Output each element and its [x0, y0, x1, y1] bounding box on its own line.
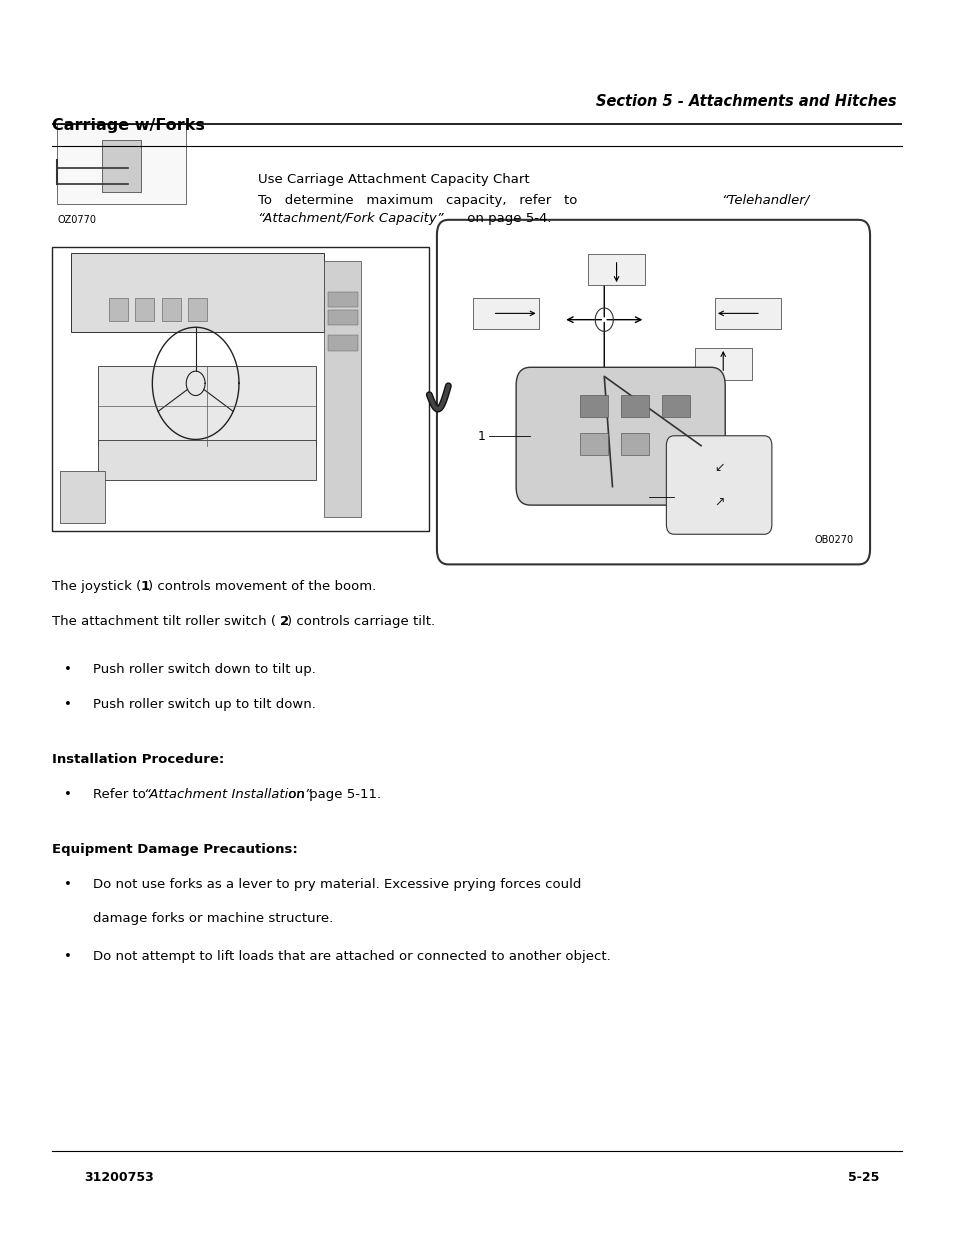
- Text: •: •: [65, 878, 72, 890]
- Text: Use Carriage Attachment Capacity Chart: Use Carriage Attachment Capacity Chart: [257, 173, 529, 186]
- Text: Carriage w/Forks: Carriage w/Forks: [52, 119, 205, 133]
- Text: 31200753: 31200753: [84, 1171, 154, 1184]
- Text: OB0270: OB0270: [814, 535, 853, 545]
- Text: Equipment Damage Precautions:: Equipment Damage Precautions:: [52, 844, 298, 856]
- Text: The joystick (: The joystick (: [52, 580, 142, 594]
- Bar: [715, 298, 780, 329]
- Bar: [97, 367, 316, 446]
- Bar: [620, 395, 649, 417]
- Text: 5-25: 5-25: [847, 1171, 878, 1184]
- Text: To   determine   maximum   capacity,   refer   to: To determine maximum capacity, refer to: [257, 194, 577, 207]
- Text: The attachment tilt roller switch (: The attachment tilt roller switch (: [52, 615, 276, 629]
- Text: Section 5 - Attachments and Hitches: Section 5 - Attachments and Hitches: [596, 94, 896, 109]
- Bar: [473, 298, 538, 329]
- Bar: [102, 140, 141, 191]
- Text: damage forks or machine structure.: damage forks or machine structure.: [92, 913, 333, 925]
- Bar: [71, 253, 323, 332]
- Text: Do not use forks as a lever to pry material. Excessive prying forces could: Do not use forks as a lever to pry mater…: [92, 878, 580, 890]
- Bar: [694, 348, 751, 379]
- Bar: [109, 298, 128, 321]
- Bar: [661, 395, 690, 417]
- Text: “Telehandler/: “Telehandler/: [720, 194, 809, 207]
- Bar: [620, 433, 649, 456]
- Bar: [162, 298, 180, 321]
- Bar: [327, 291, 357, 308]
- Text: Installation Procedure:: Installation Procedure:: [52, 753, 225, 767]
- Bar: [52, 247, 429, 531]
- Text: ↗: ↗: [713, 495, 723, 509]
- Text: 2: 2: [637, 490, 644, 504]
- Text: Push roller switch up to tilt down.: Push roller switch up to tilt down.: [92, 698, 315, 711]
- Bar: [579, 395, 608, 417]
- FancyBboxPatch shape: [436, 220, 869, 564]
- Text: ↙: ↙: [713, 461, 723, 474]
- Bar: [188, 298, 207, 321]
- Text: Push roller switch down to tilt up.: Push roller switch down to tilt up.: [92, 663, 315, 677]
- FancyBboxPatch shape: [516, 367, 724, 505]
- Text: •: •: [65, 663, 72, 677]
- Bar: [579, 433, 608, 456]
- FancyBboxPatch shape: [665, 436, 771, 535]
- Text: Refer to: Refer to: [92, 788, 150, 802]
- Text: on page 5-11.: on page 5-11.: [284, 788, 381, 802]
- Bar: [327, 336, 357, 351]
- Text: on page 5-4.: on page 5-4.: [462, 212, 551, 226]
- Text: •: •: [65, 951, 72, 963]
- Text: Do not attempt to lift loads that are attached or connected to another object.: Do not attempt to lift loads that are at…: [92, 951, 610, 963]
- Bar: [327, 310, 357, 325]
- Text: “Attachment Installation”: “Attachment Installation”: [144, 788, 312, 802]
- Text: “Attachment/Fork Capacity”: “Attachment/Fork Capacity”: [257, 212, 443, 226]
- Bar: [323, 262, 361, 517]
- Bar: [60, 472, 105, 522]
- Text: 1: 1: [476, 430, 485, 442]
- Text: ) controls movement of the boom.: ) controls movement of the boom.: [148, 580, 375, 594]
- Text: •: •: [65, 698, 72, 711]
- Bar: [135, 298, 154, 321]
- Text: 1: 1: [140, 580, 150, 594]
- Text: 2: 2: [279, 615, 289, 629]
- Text: OZ0770: OZ0770: [57, 215, 96, 225]
- Bar: [97, 440, 316, 480]
- Bar: [587, 253, 644, 285]
- Text: •: •: [65, 788, 72, 802]
- Bar: [57, 124, 186, 204]
- Text: ) controls carriage tilt.: ) controls carriage tilt.: [287, 615, 435, 629]
